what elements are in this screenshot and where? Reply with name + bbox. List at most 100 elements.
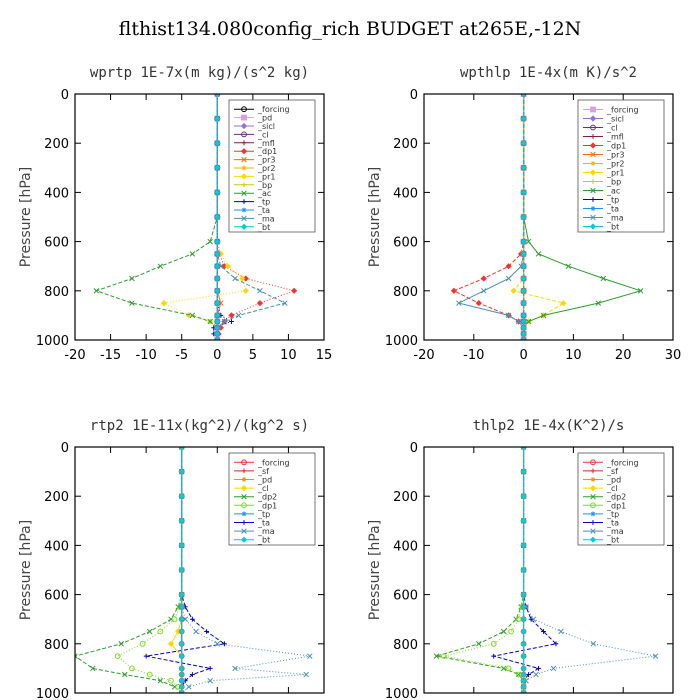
marker: [214, 140, 221, 147]
marker: [520, 213, 527, 221]
legend-item: _mfl: [583, 133, 624, 142]
legend-item: _tp: [583, 196, 619, 205]
x-tick-label: 0: [213, 348, 221, 363]
marker: [167, 640, 175, 647]
marker: [520, 287, 527, 294]
legend-item: _ta: [234, 519, 270, 528]
marker: [229, 319, 234, 324]
series-dp1: [114, 447, 185, 693]
legend-item: _bt: [583, 536, 619, 545]
legend-label: _forcing: [606, 458, 639, 467]
y-tick-label: 600: [393, 236, 418, 251]
marker: [240, 223, 248, 230]
x-tick-label: -20: [64, 348, 85, 363]
legend-label: _dp2: [257, 493, 277, 502]
marker: [595, 300, 602, 306]
y-tick-label: 400: [44, 539, 69, 554]
marker: [241, 190, 247, 196]
marker: [241, 477, 247, 482]
marker: [241, 459, 247, 466]
legend: _forcing_sf_pd_cl_dp2_dp1_tp_ta_ma_bt: [577, 452, 665, 546]
legend-item: _cl: [583, 124, 618, 133]
series-bt: [214, 94, 221, 340]
marker: [475, 299, 482, 307]
marker: [520, 312, 527, 319]
marker: [241, 468, 247, 474]
marker: [189, 616, 195, 622]
marker: [590, 520, 596, 525]
legend-item: _bt: [234, 223, 270, 232]
legend-box: [228, 452, 316, 546]
legend-label: _cl: [606, 124, 618, 133]
marker: [214, 238, 221, 245]
marker: [139, 640, 146, 647]
marker: [520, 566, 527, 574]
marker: [558, 628, 564, 635]
series-line: [457, 94, 525, 340]
legend-item: _forcing: [583, 106, 639, 115]
x-tick-label: -10: [136, 348, 157, 363]
legend-label: _mfl: [257, 139, 275, 148]
x-tick-label: 20: [615, 348, 632, 363]
legend-label: _tp: [257, 198, 270, 207]
marker: [590, 214, 596, 221]
marker: [637, 288, 644, 294]
x-tick-label: 0: [519, 348, 527, 363]
marker: [129, 300, 135, 306]
legend-item: _sf: [234, 467, 269, 476]
marker: [75, 653, 78, 659]
marker: [178, 517, 185, 524]
legend-item: _pd: [583, 476, 621, 485]
marker: [232, 665, 238, 672]
marker: [241, 528, 247, 534]
marker: [214, 213, 221, 221]
series-line: [213, 94, 233, 340]
y-tick-label: 1000: [385, 687, 418, 700]
legend-label: _bt: [606, 223, 619, 232]
y-tick-label: 400: [44, 186, 69, 201]
series-bt: [520, 94, 527, 340]
marker: [590, 641, 597, 647]
legend-item: _sf: [583, 467, 618, 476]
legend-label: _dp2: [606, 493, 626, 502]
marker: [590, 468, 596, 474]
marker: [550, 665, 557, 672]
x-tick-label: -5: [175, 348, 188, 363]
series-pr1: [510, 94, 567, 340]
marker: [590, 502, 596, 509]
panel-1: wprtp 1E-7x(m kg)/(s^2 kg) Pressure [hPa]…: [18, 65, 332, 363]
marker: [241, 106, 247, 113]
marker: [520, 140, 527, 147]
series-line: [452, 94, 525, 340]
marker: [481, 288, 487, 294]
legend-item: _cl: [583, 484, 618, 493]
marker: [257, 288, 263, 294]
plot-area: [450, 94, 644, 340]
marker: [129, 665, 135, 672]
x-tick-label: -15: [100, 348, 121, 363]
legend-item: _forcing: [234, 105, 290, 114]
marker: [590, 161, 596, 166]
legend-label: _dp1: [257, 147, 277, 156]
marker: [241, 215, 247, 222]
legend: _forcing_pd_sicl_cl_mfl_dp1_pr3_pr2_pr1_…: [228, 99, 316, 233]
legend-item: _bp: [583, 178, 621, 187]
series-bt: [178, 447, 185, 693]
legend-item: _pr2: [583, 160, 624, 169]
marker: [520, 115, 527, 122]
y-tick-label: 1000: [36, 334, 69, 349]
marker: [590, 511, 596, 517]
legend-item: _bt: [234, 536, 270, 545]
legend-label: _pr3: [257, 156, 275, 165]
legend-item: _pr3: [583, 151, 624, 160]
series-ma: [456, 94, 527, 340]
marker: [589, 169, 597, 176]
legend-label: _dp1: [606, 501, 626, 510]
legend-label: _pr2: [606, 160, 624, 169]
marker: [178, 603, 185, 611]
y-axis-label: Pressure [hPa]: [18, 520, 34, 620]
marker: [129, 275, 135, 282]
legend-item: _ma: [234, 214, 275, 223]
marker: [535, 251, 542, 257]
legend-label: _cl: [257, 130, 269, 139]
